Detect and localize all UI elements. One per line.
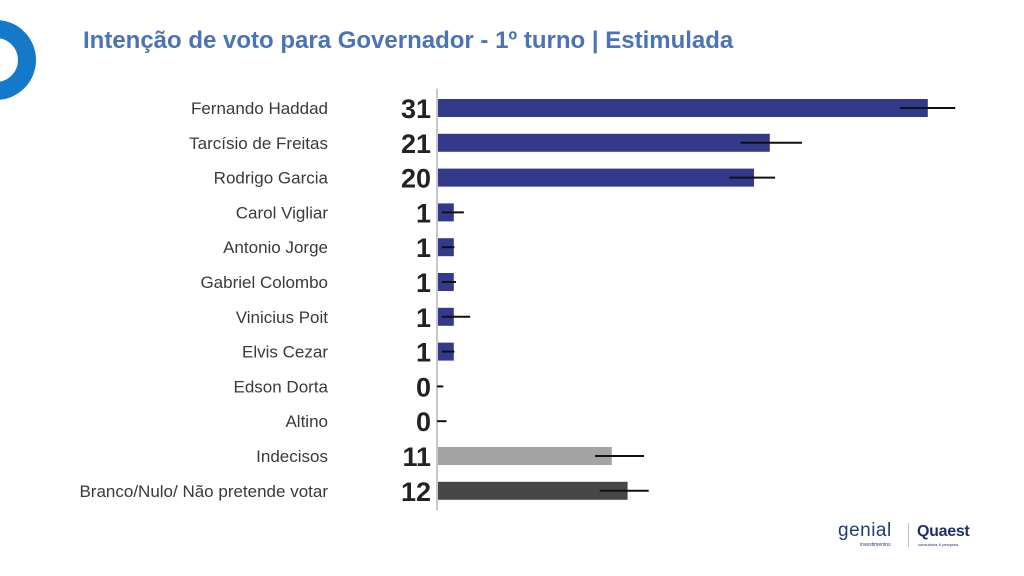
category-label: Edson Dorta: [234, 377, 329, 396]
bar: [438, 481, 628, 500]
quaest-logo-subtitle: consultoria & pesquisa: [918, 542, 959, 547]
bar: [438, 99, 928, 117]
category-label: Rodrigo Garcia: [214, 169, 329, 188]
footer-logos: genial investimentos Quaest consultoria …: [838, 521, 978, 551]
value-label: 12: [401, 477, 431, 507]
value-label: 0: [416, 407, 431, 437]
bar: [438, 133, 770, 152]
value-label: 21: [401, 129, 431, 159]
bar: [438, 447, 612, 465]
category-label: Vinicius Poit: [236, 308, 329, 327]
genial-logo: genial: [838, 520, 892, 541]
bar: [438, 168, 754, 187]
value-label: 0: [416, 372, 431, 402]
value-label: 1: [416, 268, 431, 298]
category-label: Gabriel Colombo: [200, 273, 328, 292]
category-label: Carol Vigliar: [236, 203, 329, 222]
category-label: Altino: [285, 412, 328, 431]
value-label: 1: [416, 303, 431, 333]
category-label: Elvis Cezar: [242, 343, 328, 362]
category-label: Branco/Nulo/ Não pretende votar: [79, 482, 328, 501]
genial-logo-subtitle: investimentos: [860, 542, 891, 548]
logo-divider: [908, 523, 909, 547]
value-label: 11: [402, 442, 431, 472]
category-label: Antonio Jorge: [223, 238, 328, 257]
value-label: 20: [401, 164, 431, 194]
category-label: Indecisos: [256, 447, 328, 466]
value-label: 1: [416, 198, 431, 228]
category-label: Tarcísio de Freitas: [189, 134, 328, 153]
brand-ring-icon: [0, 20, 36, 100]
category-label: Fernando Haddad: [191, 99, 328, 118]
value-label: 1: [416, 338, 431, 368]
value-label: 31: [401, 94, 431, 124]
value-label: 1: [416, 233, 431, 263]
page-title: Intenção de voto para Governador - 1º tu…: [83, 27, 734, 54]
quaest-logo: Quaest: [917, 523, 970, 540]
